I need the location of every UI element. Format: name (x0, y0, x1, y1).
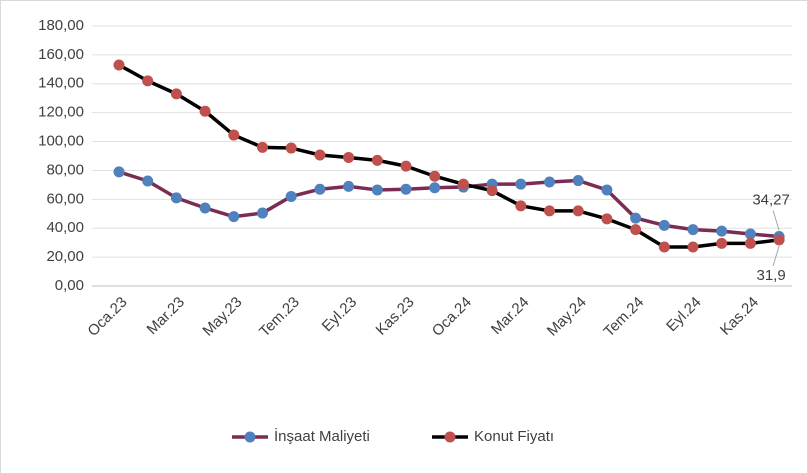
data-point (773, 234, 785, 246)
data-point (601, 184, 613, 196)
data-point (113, 59, 125, 71)
y-tick-label: 160,00 (38, 46, 84, 63)
data-point (142, 75, 154, 87)
data-point (515, 178, 527, 190)
data-point (199, 202, 211, 214)
data-point (257, 141, 268, 153)
y-tick-label: 80,00 (46, 161, 84, 178)
data-point (343, 180, 355, 192)
data-point (687, 241, 699, 253)
data-point (630, 212, 642, 224)
data-point (371, 154, 383, 166)
leader-line (772, 210, 780, 231)
data-point (716, 237, 728, 249)
data-point (744, 237, 756, 249)
data-point (544, 176, 555, 188)
data-point (658, 241, 670, 253)
legend-label: Konut Fiyatı (474, 428, 554, 445)
data-point (572, 205, 584, 217)
data-point (457, 178, 469, 190)
data-label: 34,27 (752, 191, 790, 208)
data-point (113, 166, 125, 178)
data-point (343, 151, 355, 163)
y-tick-label: 0,00 (55, 277, 84, 294)
data-point (314, 149, 326, 161)
legend-label: İnşaat Maliyeti (274, 427, 370, 445)
data-point (314, 183, 326, 195)
legend-marker (444, 431, 456, 443)
data-point (716, 225, 728, 237)
data-point (630, 224, 642, 236)
legend-marker (244, 431, 256, 443)
data-point (228, 129, 240, 141)
data-point (199, 105, 211, 117)
data-point (429, 170, 441, 182)
data-point (486, 185, 498, 197)
data-point (170, 192, 182, 204)
data-label: 31,9 (756, 267, 785, 284)
y-tick-label: 40,00 (46, 219, 84, 236)
data-point (228, 211, 240, 223)
data-point (285, 190, 297, 202)
data-point (515, 200, 527, 212)
data-point (601, 213, 613, 225)
y-tick-label: 60,00 (46, 190, 84, 207)
leader-line (772, 245, 780, 267)
y-tick-label: 120,00 (38, 104, 84, 121)
data-point (544, 205, 555, 217)
y-tick-label: 140,00 (38, 75, 84, 92)
data-point (658, 219, 670, 231)
data-point (142, 175, 154, 187)
data-point (687, 224, 699, 236)
data-point (429, 182, 441, 194)
data-point (400, 183, 412, 195)
y-tick-label: 100,00 (38, 133, 84, 150)
data-point (371, 184, 383, 196)
data-point (285, 142, 297, 154)
y-tick-label: 20,00 (46, 248, 84, 265)
data-point (170, 88, 182, 100)
data-point (257, 207, 268, 219)
data-point (572, 175, 584, 187)
data-point (400, 160, 412, 172)
y-tick-label: 180,00 (38, 17, 84, 34)
data-point (744, 228, 756, 240)
